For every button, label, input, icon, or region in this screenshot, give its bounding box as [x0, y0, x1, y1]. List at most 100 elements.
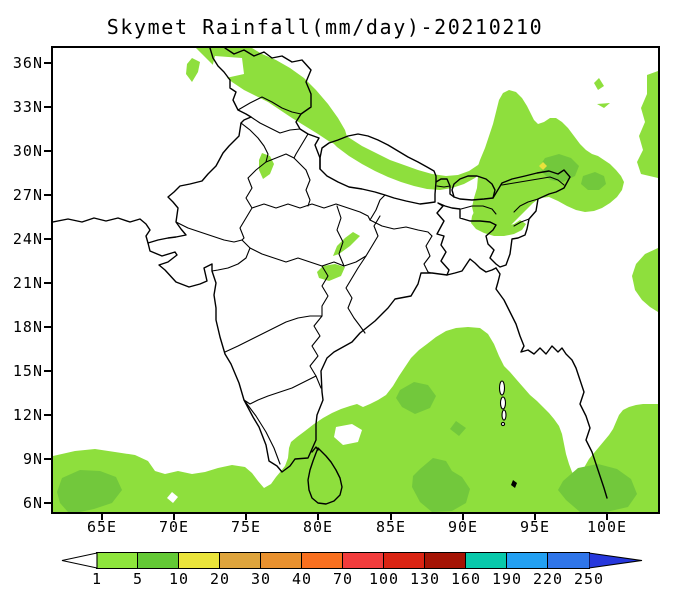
colorbar-cell [302, 553, 343, 568]
x-tick-label: 100E [586, 518, 628, 536]
colorbar-cell [425, 553, 466, 568]
india-rainfall-map [53, 48, 658, 512]
y-tick-label: 15N [12, 362, 43, 380]
dry-hole-kashmir [212, 56, 244, 78]
chart-title: Skymet Rainfall(mm/day)-20210210 [106, 15, 544, 39]
rain-spot-yellow [539, 162, 547, 170]
x-tick-mark [245, 514, 247, 520]
y-tick-mark [44, 326, 51, 328]
colorbar-tick-label: 160 [450, 570, 482, 588]
colorbar-tick-label: 10 [168, 570, 190, 588]
rain-heavier-arabian-sea [57, 470, 122, 512]
nepal-boundary [319, 133, 437, 183]
colorbar-cell [261, 553, 302, 568]
rain-shade-ne-speck-2 [597, 103, 610, 108]
rain-shade-ne-speck-1 [594, 78, 604, 90]
y-tick-mark [44, 282, 51, 284]
colorbar-tick-label: 190 [491, 570, 523, 588]
y-tick-mark [44, 458, 51, 460]
y-tick-label: 33N [12, 98, 43, 116]
state-borders [175, 96, 565, 465]
rain-shade-sliver-west [186, 58, 200, 82]
bhutan-boundary [451, 175, 496, 199]
rain-shade-himalayan-band [328, 128, 497, 190]
x-tick-label: 90E [447, 518, 479, 536]
colorbar-tick-label: 5 [132, 570, 144, 588]
colorbar-tick-label: 250 [573, 570, 605, 588]
colorbar-tick-label: 130 [409, 570, 441, 588]
x-tick-mark [462, 514, 464, 520]
colorbar-body [96, 552, 590, 569]
x-tick-label: 75E [230, 518, 262, 536]
colorbar-cell [507, 553, 548, 568]
y-tick-mark [44, 502, 51, 504]
colorbar-cell [548, 553, 589, 568]
rain-shade-central-2 [317, 264, 345, 281]
y-tick-mark [44, 150, 51, 152]
rain-heavier-bay-2 [450, 421, 466, 436]
y-tick-mark [44, 62, 51, 64]
x-tick-label: 85E [375, 518, 407, 536]
colorbar-left-arrow [61, 552, 98, 569]
y-tick-mark [44, 238, 51, 240]
y-tick-label: 30N [12, 142, 43, 160]
y-tick-label: 6N [22, 494, 43, 512]
rain-heavier-arunachal-2 [581, 172, 606, 190]
x-tick-label: 80E [302, 518, 334, 536]
sri-lanka-boundary [307, 446, 343, 505]
y-tick-mark [44, 194, 51, 196]
y-tick-label: 36N [12, 54, 43, 72]
pakistan-coastline [53, 217, 151, 244]
map-plot-area [51, 46, 660, 514]
rain-shade-assam-arm [471, 212, 526, 236]
x-tick-label: 70E [158, 518, 190, 536]
myanmar-coastline [495, 267, 608, 499]
nicobar-island [511, 480, 517, 488]
x-tick-mark [534, 514, 536, 520]
rain-heavier-bay-3 [412, 458, 470, 512]
india-boundary [147, 48, 571, 473]
x-tick-mark [606, 514, 608, 520]
colorbar-cell [179, 553, 220, 568]
rain-shade-ocean-south [53, 327, 658, 512]
colorbar-cell [466, 553, 507, 568]
colorbar-tick-label: 70 [332, 570, 354, 588]
y-tick-mark [44, 370, 51, 372]
x-tick-mark [173, 514, 175, 520]
y-tick-label: 27N [12, 186, 43, 204]
rain-heavier-arunachal-1 [541, 154, 579, 182]
rain-shade-right-strip [637, 71, 658, 178]
y-tick-label: 18N [12, 318, 43, 336]
rain-shade-right-lower [632, 248, 658, 312]
x-tick-mark [101, 514, 103, 520]
rain-heavier-bay-4 [558, 464, 637, 512]
x-tick-label: 95E [519, 518, 551, 536]
colorbar-tick-label: 220 [532, 570, 564, 588]
colorbar-tick-label: 100 [368, 570, 400, 588]
colorbar-cell [97, 553, 138, 568]
x-tick-mark [317, 514, 319, 520]
andaman-islands [498, 380, 507, 427]
y-tick-mark [44, 414, 51, 416]
y-tick-mark [44, 106, 51, 108]
colorbar-cell [343, 553, 384, 568]
colorbar-cell [220, 553, 261, 568]
y-tick-label: 12N [12, 406, 43, 424]
x-tick-label: 65E [86, 518, 118, 536]
x-tick-mark [390, 514, 392, 520]
colorbar-cell [384, 553, 425, 568]
y-tick-label: 24N [12, 230, 43, 248]
colorbar-cell [138, 553, 179, 568]
rain-shade-central-1 [333, 232, 360, 256]
y-tick-label: 9N [22, 450, 43, 468]
dry-hole-ne-srilanka [334, 424, 362, 445]
colorbar-right-arrow [589, 552, 643, 569]
colorbar-tick-label: 1 [91, 570, 103, 588]
y-tick-label: 21N [12, 274, 43, 292]
rain-heavier-bay-1 [396, 382, 436, 414]
bangladesh-coastline [446, 258, 497, 276]
rain-shade-sliver-punjab [259, 153, 274, 179]
dry-hole-ocean [167, 492, 178, 503]
colorbar-tick-label: 30 [250, 570, 272, 588]
